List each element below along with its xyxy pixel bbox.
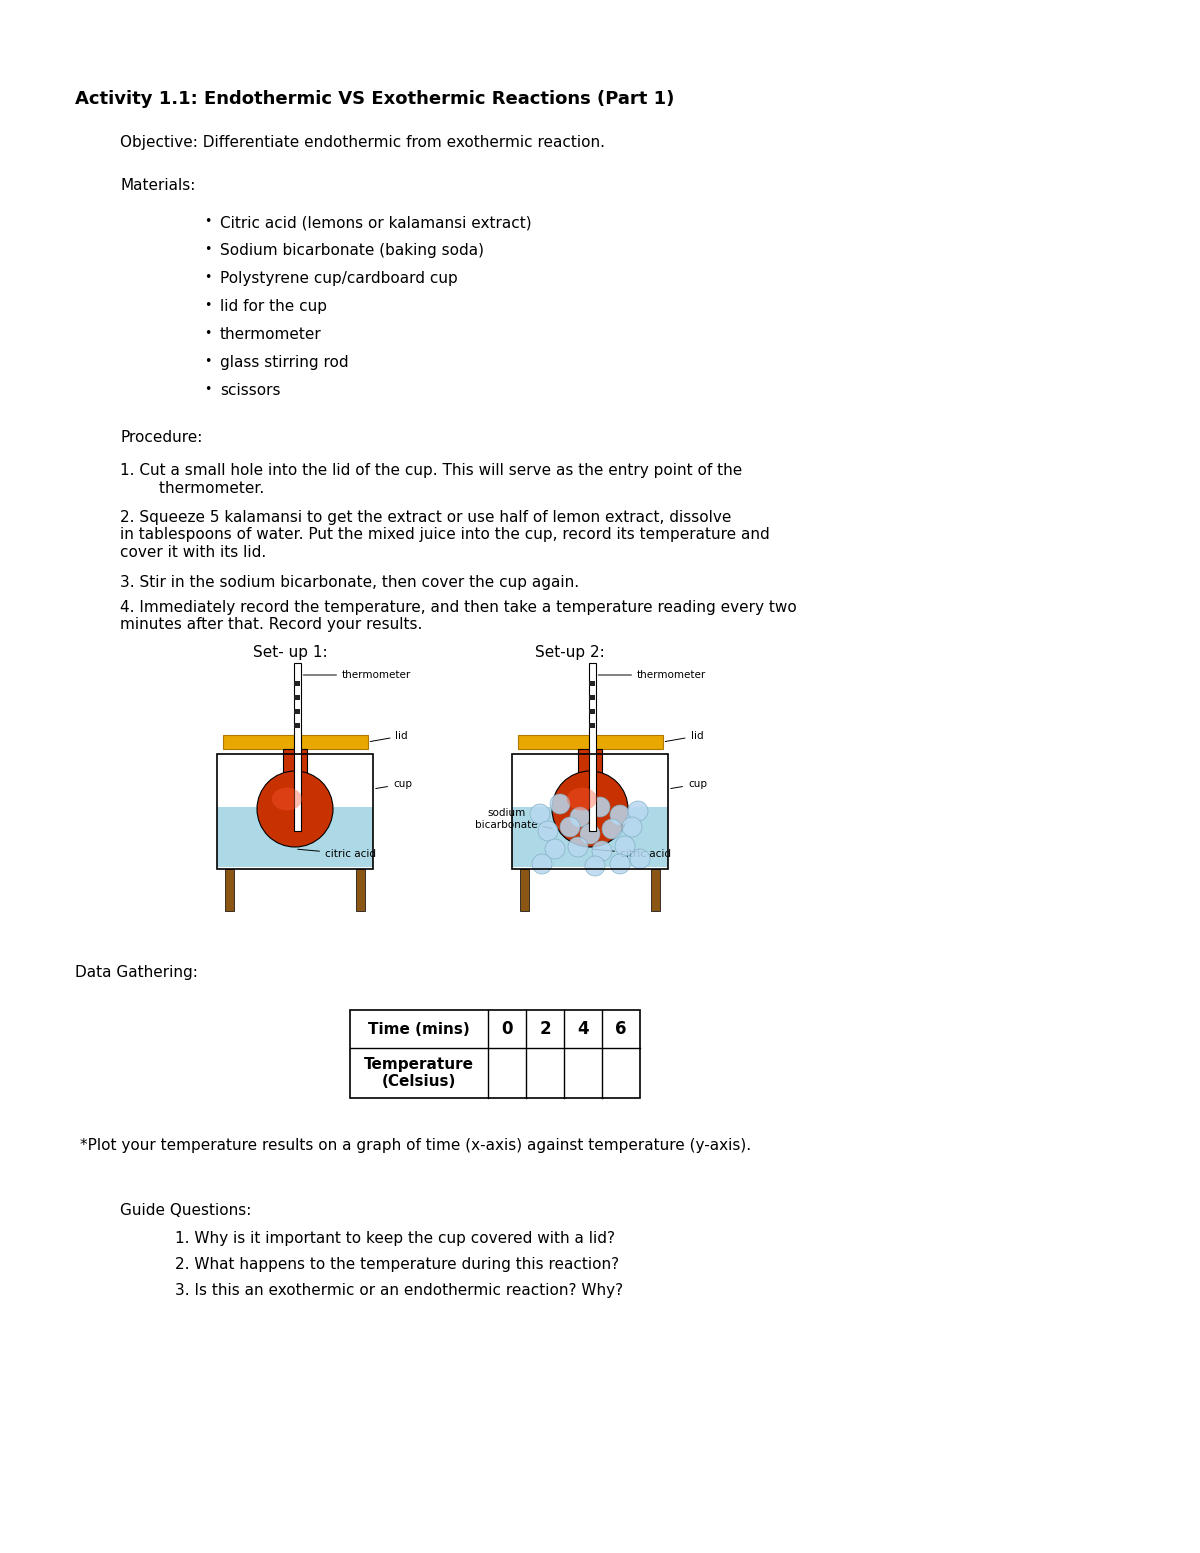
Text: Procedure:: Procedure: [120,430,203,446]
Circle shape [538,822,558,842]
Bar [512,808,668,867]
Circle shape [622,817,642,837]
Bar [226,870,234,912]
Text: sodium
bicarbonate: sodium bicarbonate [475,808,552,829]
Text: 1. Cut a small hole into the lid of the cup. This will serve as the entry point : 1. Cut a small hole into the lid of the … [120,463,743,478]
Circle shape [628,801,648,822]
Circle shape [568,837,588,857]
Text: citric acid: citric acid [593,849,671,859]
Text: Polystyrene cup/cardboard cup: Polystyrene cup/cardboard cup [220,272,457,286]
Text: lid: lid [665,731,703,741]
Text: thermometer: thermometer [304,669,412,680]
Circle shape [610,854,630,874]
Text: 4. Immediately record the temperature, and then take a temperature reading every: 4. Immediately record the temperature, a… [120,599,797,632]
Bar [520,870,529,912]
Text: glass stirring rod: glass stirring rod [220,356,349,370]
Bar [517,735,662,749]
Circle shape [560,817,580,837]
Text: Activity 1.1: Endothermic VS Exothermic Reactions (Part 1): Activity 1.1: Endothermic VS Exothermic … [74,90,674,109]
Circle shape [592,842,612,860]
Text: Temperature
(Celsius): Temperature (Celsius) [364,1056,474,1089]
Bar [588,663,595,831]
Text: scissors: scissors [220,384,281,398]
Ellipse shape [552,770,628,846]
Text: 0: 0 [502,1020,512,1037]
Text: Citric acid (lemons or kalamansi extract): Citric acid (lemons or kalamansi extract… [220,214,532,230]
Circle shape [532,854,552,874]
Text: •: • [204,356,211,368]
Bar [356,870,365,912]
Text: Objective: Differentiate endothermic from exothermic reaction.: Objective: Differentiate endothermic fro… [120,135,605,151]
Text: 3. Is this an exothermic or an endothermic reaction? Why?: 3. Is this an exothermic or an endotherm… [175,1283,623,1298]
Circle shape [545,839,565,859]
Text: Guide Questions:: Guide Questions: [120,1204,251,1218]
Bar [589,682,595,686]
Text: •: • [204,328,211,340]
Circle shape [630,849,650,870]
Text: citric acid: citric acid [298,849,376,859]
Bar [217,808,373,867]
Circle shape [530,804,550,825]
Bar [350,1009,640,1098]
Circle shape [616,836,635,856]
Text: thermometer.: thermometer. [120,481,264,495]
Ellipse shape [566,787,598,811]
Bar [294,724,300,728]
Text: 1. Why is it important to keep the cup covered with a lid?: 1. Why is it important to keep the cup c… [175,1232,616,1246]
Circle shape [590,797,610,817]
Text: lid for the cup: lid for the cup [220,300,326,314]
Circle shape [602,818,622,839]
Text: thermometer: thermometer [599,669,707,680]
Ellipse shape [257,770,334,846]
Text: 2. What happens to the temperature during this reaction?: 2. What happens to the temperature durin… [175,1256,619,1272]
Bar [217,755,373,870]
Text: Set- up 1:: Set- up 1: [253,644,328,660]
Text: *Plot your temperature results on a graph of time (x-axis) against temperature (: *Plot your temperature results on a grap… [80,1138,751,1152]
Text: cup: cup [671,780,707,789]
Bar [294,682,300,686]
Bar [650,870,660,912]
Bar [512,755,668,870]
Text: Time (mins): Time (mins) [368,1022,470,1036]
Text: cup: cup [376,780,412,789]
Text: Sodium bicarbonate (baking soda): Sodium bicarbonate (baking soda) [220,242,484,258]
Text: thermometer: thermometer [220,328,322,342]
Ellipse shape [272,787,302,811]
Text: Data Gathering:: Data Gathering: [74,964,198,980]
Text: 4: 4 [577,1020,589,1037]
Bar [294,710,300,714]
Circle shape [550,794,570,814]
Circle shape [580,825,600,843]
Bar [589,710,595,714]
Bar [222,735,367,749]
Text: lid: lid [371,731,408,741]
Circle shape [610,804,630,825]
Bar [294,663,300,831]
Text: •: • [204,214,211,228]
Text: 2: 2 [539,1020,551,1037]
Text: •: • [204,300,211,312]
Text: •: • [204,384,211,396]
Bar [294,696,300,700]
Bar [589,724,595,728]
Bar [578,749,602,776]
Text: Materials:: Materials: [120,179,196,193]
Circle shape [570,808,590,828]
Text: 3. Stir in the sodium bicarbonate, then cover the cup again.: 3. Stir in the sodium bicarbonate, then … [120,575,580,590]
Bar [589,696,595,700]
Text: 2. Squeeze 5 kalamansi to get the extract or use half of lemon extract, dissolve: 2. Squeeze 5 kalamansi to get the extrac… [120,509,769,559]
Text: •: • [204,242,211,256]
Text: •: • [204,272,211,284]
Circle shape [586,856,605,876]
Text: 6: 6 [616,1020,626,1037]
Text: Set-up 2:: Set-up 2: [535,644,605,660]
Bar [283,749,307,776]
